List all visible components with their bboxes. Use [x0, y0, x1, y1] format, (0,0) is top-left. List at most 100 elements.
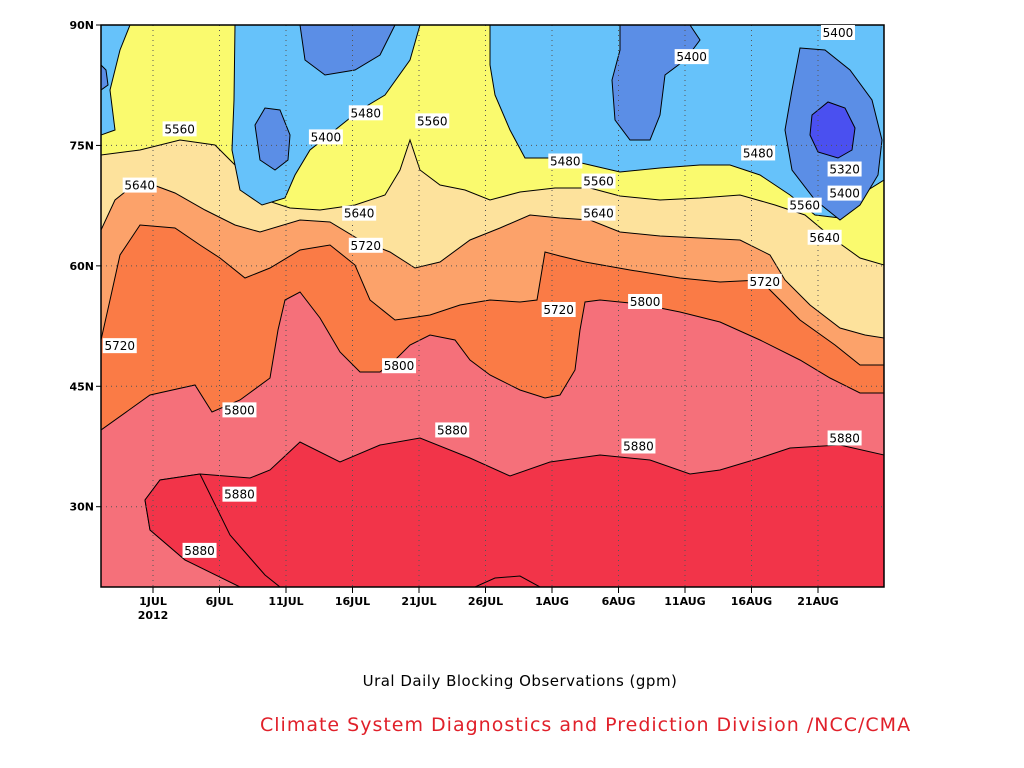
contour-label-text: 5320 [829, 163, 860, 177]
y-tick-label: 90N [69, 19, 94, 32]
fill-5320 [809, 101, 856, 159]
contour-label: 5640 [342, 205, 377, 221]
x-tick-label: 21AUG [797, 595, 838, 608]
contour-labels: 5400548055605560540054005480548053205400… [102, 25, 862, 558]
contour-label-bg [628, 293, 663, 309]
contour-label: 5560 [415, 113, 450, 129]
x-tick-label: 16AUG [731, 595, 772, 608]
contour-label: 5560 [787, 197, 822, 213]
contour-label-text: 5560 [583, 175, 614, 189]
contour-label-text: 5640 [344, 207, 375, 221]
contour-label-bg [122, 177, 157, 193]
contour-label-text: 5800 [630, 295, 661, 309]
contour-label: 5640 [122, 177, 157, 193]
fill-5960-bottom [474, 575, 541, 587]
x-tick-label: 26JUL [468, 595, 503, 608]
contour-label-bg [820, 25, 855, 40]
contour-label-text: 5400 [823, 26, 854, 40]
contour-label-text: 5720 [543, 303, 574, 317]
contour-label-text: 5640 [124, 179, 155, 193]
contour-label: 5880 [182, 542, 217, 558]
contour-label: 5400 [308, 129, 343, 145]
contour-label-text: 5400 [311, 130, 342, 144]
contour-label-text: 5880 [829, 431, 860, 445]
fill-5400-b [254, 107, 291, 171]
contour-label-text: 5880 [184, 544, 215, 558]
contour-label-bg [827, 185, 862, 201]
chart-title: Ural Daily Blocking Observations (gpm) [362, 672, 678, 690]
fill-5400-a [299, 25, 396, 76]
contour-label-text: 5720 [104, 339, 135, 353]
contour-label: 5560 [581, 173, 616, 189]
contour-label: 5880 [621, 438, 656, 454]
contour-label: 5640 [807, 229, 842, 245]
contour-label-bg [182, 542, 217, 558]
contour-label-text: 5480 [743, 146, 774, 160]
contour-label-bg [162, 121, 197, 137]
y-tick-label: 75N [69, 139, 94, 152]
contour-label-bg [787, 197, 822, 213]
contour-label: 5720 [348, 237, 383, 253]
contour-label-bg [827, 161, 862, 177]
contour-label: 5880 [827, 430, 862, 446]
contour-label-bg [382, 358, 417, 374]
contour-label-text: 5640 [583, 207, 614, 221]
contour-label: 5480 [348, 105, 383, 121]
contour-label-text: 5480 [550, 154, 581, 168]
contour-label-bg [581, 173, 616, 189]
y-tick-label: 45N [69, 380, 94, 393]
contour-label: 5880 [435, 422, 470, 438]
fill-5480-edge [101, 25, 131, 136]
contour-label-text: 5880 [224, 488, 255, 502]
contour-label-text: 5560 [789, 199, 820, 213]
contour-label-text: 5400 [676, 50, 707, 64]
contour-label-bg [621, 438, 656, 454]
contour-label: 5480 [741, 145, 776, 161]
contour-label-bg [741, 145, 776, 161]
y-tick-label: 60N [69, 260, 94, 273]
contour-label-text: 5800 [224, 403, 255, 417]
x-tick-label: 1JUL [139, 595, 167, 608]
contour-label-bg [541, 302, 576, 318]
x-tick-label: 16JUL [335, 595, 370, 608]
contour-label-bg [827, 430, 862, 446]
contour-label: 5800 [382, 358, 417, 374]
contour-label: 5400 [827, 185, 862, 201]
contour-label: 5800 [222, 402, 257, 418]
x-tick-label: 6AUG [602, 595, 636, 608]
contour-label-bg [308, 129, 343, 145]
contour-label: 5400 [820, 25, 855, 40]
x-tick-label: 21JUL [401, 595, 436, 608]
credit-line: Climate System Diagnostics and Predictio… [260, 714, 912, 736]
contour-label-text: 5800 [384, 359, 415, 373]
contour-label-text: 5560 [417, 114, 448, 128]
contour-label-bg [807, 229, 842, 245]
contour-label-bg [415, 113, 450, 129]
x-tick-label: 6JUL [206, 595, 234, 608]
contour-label: 5400 [674, 49, 709, 65]
contour-label-text: 5720 [750, 275, 781, 289]
contour-label: 5560 [162, 121, 197, 137]
contour-label-bg [342, 205, 377, 221]
contour-label-text: 5400 [829, 187, 860, 201]
x-tick-label: 11AUG [664, 595, 705, 608]
contour-label-bg [581, 205, 616, 221]
contour-label-text: 5880 [437, 423, 468, 437]
contour-label: 5880 [222, 486, 257, 502]
x-tick-year-label: 2012 [138, 609, 169, 622]
plot-frame [100, 24, 885, 588]
y-tick-label: 30N [69, 501, 94, 514]
contour-label: 5720 [541, 302, 576, 318]
contour-label-bg [102, 338, 137, 354]
contour-label-text: 5880 [623, 440, 654, 454]
x-tick-label: 1AUG [535, 595, 569, 608]
contour-label-bg [222, 486, 257, 502]
contour-label-bg [435, 422, 470, 438]
contour-fills [101, 25, 884, 587]
contour-label: 5640 [581, 205, 616, 221]
y-axis: 30N 45N 60N 75N 90N [69, 19, 101, 514]
contour-chart: 5400548055605560540054005480548053205400… [69, 19, 885, 622]
contour-label-text: 5720 [351, 239, 382, 253]
contour-label-bg [348, 237, 383, 253]
x-tick-label: 11JUL [268, 595, 303, 608]
